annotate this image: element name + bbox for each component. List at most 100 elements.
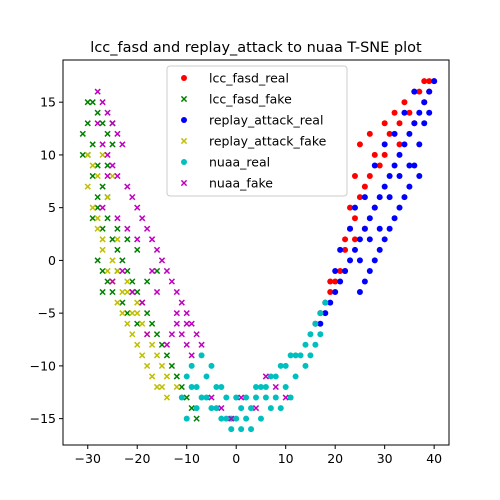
x-tick-label: 0 — [232, 451, 240, 466]
point-replay-attack-real-28 — [401, 194, 408, 201]
point-nuaa-fake-14 — [139, 215, 146, 222]
point-lcc-fasd-fake-36 — [99, 267, 106, 275]
point-nuaa-real-18 — [272, 373, 279, 380]
point-replay-attack-real-46 — [347, 225, 354, 232]
point-nuaa-fake-19 — [163, 267, 171, 275]
point-nuaa-real-40 — [302, 362, 309, 369]
point-nuaa-real-16 — [262, 383, 269, 390]
point-nuaa-real-20 — [282, 362, 289, 369]
point-nuaa-real-23 — [302, 341, 309, 348]
point-replay-attack-real-2 — [421, 99, 428, 106]
point-replay-attack-real-42 — [381, 141, 388, 148]
point-nuaa-fake-41 — [143, 331, 151, 338]
point-replay-attack-fake-40 — [158, 362, 166, 370]
point-replay-attack-real-50 — [406, 162, 413, 169]
point-lcc-fasd-fake-26 — [168, 362, 176, 370]
point-nuaa-real-1 — [188, 383, 195, 390]
point-lcc-fasd-real-23 — [371, 151, 378, 158]
point-nuaa-fake-36 — [119, 267, 126, 275]
point-replay-attack-real-20 — [332, 289, 339, 296]
point-replay-attack-fake-33 — [99, 151, 106, 159]
point-nuaa-real-44 — [238, 405, 245, 412]
x-tick-label: 20 — [327, 451, 343, 466]
point-lcc-fasd-fake-22 — [148, 320, 156, 327]
point-nuaa-real-25 — [312, 320, 319, 327]
point-nuaa-fake-27 — [173, 320, 180, 327]
x-tick-label: 10 — [278, 451, 294, 466]
point-replay-attack-fake-21 — [99, 236, 106, 243]
x-axis: −30 −20 −10 0 10 20 30 40 — [75, 445, 442, 466]
point-lcc-fasd-fake-38 — [119, 299, 126, 306]
point-replay-attack-fake-37 — [124, 278, 131, 285]
point-nuaa-real-37 — [272, 394, 279, 401]
point-replay-attack-fake-20 — [94, 215, 101, 222]
point-replay-attack-fake-3 — [84, 183, 91, 190]
y-tick-label: 15 — [40, 95, 56, 110]
point-replay-attack-real-12 — [371, 204, 378, 211]
point-replay-attack-fake-7 — [104, 267, 111, 275]
point-lcc-fasd-fake-54 — [104, 162, 111, 169]
point-lcc-fasd-fake-23 — [153, 331, 161, 338]
point-replay-attack-real-6 — [401, 141, 408, 148]
point-replay-attack-real-45 — [351, 204, 358, 211]
point-lcc-fasd-fake-7 — [109, 141, 116, 148]
point-nuaa-real-15 — [257, 383, 264, 390]
point-lcc-fasd-real-31 — [381, 151, 388, 158]
point-lcc-fasd-real-0 — [327, 289, 334, 296]
point-nuaa-real-52 — [312, 341, 319, 348]
point-replay-attack-fake-5 — [94, 225, 101, 232]
point-lcc-fasd-fake-41 — [104, 278, 111, 285]
point-nuaa-fake-12 — [129, 193, 136, 201]
point-nuaa-fake-42 — [208, 394, 215, 401]
x-tick-label: 30 — [377, 451, 393, 466]
point-nuaa-fake-35 — [109, 278, 116, 285]
point-lcc-fasd-fake-12 — [89, 215, 96, 222]
point-replay-attack-real-7 — [396, 151, 403, 158]
point-nuaa-real-24 — [307, 331, 314, 338]
point-replay-attack-real-35 — [366, 267, 373, 274]
point-nuaa-real-39 — [292, 373, 299, 380]
point-lcc-fasd-fake-40 — [94, 257, 101, 264]
point-lcc-fasd-fake-29 — [183, 394, 190, 401]
point-nuaa-real-43 — [218, 383, 225, 390]
point-nuaa-real-7 — [218, 415, 225, 422]
point-lcc-fasd-fake-21 — [143, 310, 151, 317]
point-nuaa-fake-23 — [183, 310, 190, 317]
point-nuaa-real-38 — [282, 383, 289, 390]
series-nuaa-real — [178, 299, 329, 433]
legend-label: replay_attack_fake — [209, 134, 327, 149]
point-lcc-fasd-fake-30 — [188, 404, 195, 412]
point-nuaa-real-34 — [243, 394, 250, 401]
point-lcc-fasd-real-16 — [361, 183, 368, 190]
chart-title: lcc_fasd and replay_attack to nuaa T-SNE… — [90, 40, 422, 56]
point-nuaa-fake-53 — [104, 172, 111, 180]
point-nuaa-real-50 — [297, 352, 304, 359]
point-lcc-fasd-fake-16 — [119, 257, 126, 264]
point-nuaa-fake-29 — [183, 341, 190, 348]
point-replay-attack-fake-30 — [153, 352, 161, 359]
point-replay-attack-fake-28 — [134, 299, 141, 306]
point-nuaa-real-6 — [213, 405, 220, 412]
point-replay-attack-real-53 — [376, 225, 383, 232]
point-nuaa-real-54 — [198, 352, 205, 359]
point-lcc-fasd-fake-33 — [114, 225, 121, 232]
point-nuaa-real-2 — [193, 383, 200, 390]
point-replay-attack-real-27 — [406, 183, 413, 190]
legend-marker-nuaa-fake — [180, 179, 188, 187]
point-replay-attack-real-19 — [337, 278, 344, 285]
y-tick-label: −15 — [30, 411, 56, 426]
point-lcc-fasd-fake-49 — [99, 288, 106, 296]
point-replay-attack-fake-32 — [173, 383, 180, 391]
point-nuaa-real-19 — [277, 362, 284, 369]
point-nuaa-fake-10 — [114, 172, 121, 180]
legend: lcc_fasd_real lcc_fasd_fake replay_attack_… — [166, 65, 348, 197]
point-nuaa-real-36 — [262, 394, 269, 401]
point-lcc-fasd-fake-25 — [163, 352, 171, 359]
point-replay-attack-fake-0 — [84, 151, 91, 159]
point-nuaa-fake-16 — [148, 236, 156, 243]
point-nuaa-real-26 — [317, 310, 324, 317]
point-replay-attack-real-33 — [376, 246, 383, 253]
point-replay-attack-real-49 — [416, 173, 423, 180]
point-replay-attack-real-5 — [406, 130, 413, 137]
point-lcc-fasd-fake-51 — [84, 99, 91, 106]
